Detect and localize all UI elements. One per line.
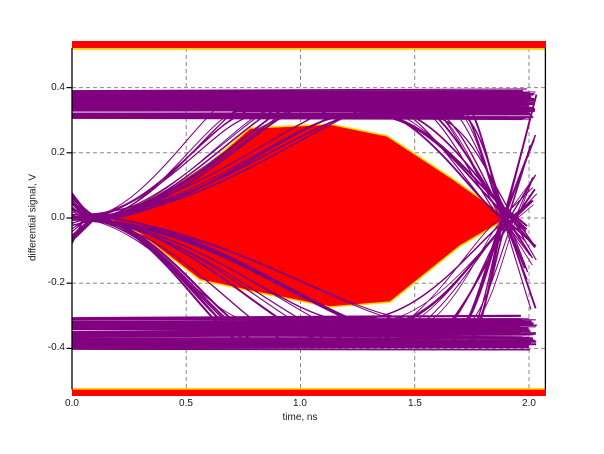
mask-limit-line-top bbox=[72, 48, 546, 50]
signal-trace bbox=[72, 215, 536, 321]
signal-trace bbox=[72, 318, 526, 323]
signal-trace bbox=[72, 348, 530, 351]
y-tick-label-3: -0.2 bbox=[47, 277, 65, 288]
x-axis-title: time, ns bbox=[282, 412, 318, 423]
signal-trace bbox=[72, 88, 527, 92]
y-axis-title: differential signal, V bbox=[27, 173, 39, 262]
signal-trace bbox=[72, 201, 522, 331]
signal-trace bbox=[72, 217, 523, 332]
signal-trace bbox=[72, 107, 534, 259]
y-tick-label-4: -0.4 bbox=[47, 342, 65, 353]
signal-trace bbox=[72, 177, 534, 327]
x-tick-label-2: 1.0 bbox=[293, 398, 307, 409]
signal-trace bbox=[72, 100, 530, 243]
signal-trace bbox=[72, 104, 537, 248]
y-tick-label-0: 0.4 bbox=[51, 82, 65, 93]
signal-trace bbox=[72, 91, 526, 269]
mask-limit-line-bottom bbox=[72, 387, 546, 390]
signal-trace bbox=[72, 97, 535, 218]
signal-trace bbox=[72, 199, 530, 346]
x-tick-label-4: 2.0 bbox=[522, 398, 536, 409]
x-tick-label-0: 0.0 bbox=[65, 398, 79, 409]
x-tick-label-3: 1.5 bbox=[408, 398, 422, 409]
signal-trace bbox=[72, 134, 537, 324]
signal-trace bbox=[72, 115, 532, 225]
signal-trace bbox=[72, 105, 527, 231]
mask-limit-bar-bottom bbox=[72, 389, 546, 396]
y-tick-label-1: 0.2 bbox=[51, 147, 65, 158]
signal-trace bbox=[72, 92, 527, 243]
signal-trace bbox=[72, 182, 532, 325]
y-tick-label-2: 0.0 bbox=[51, 212, 65, 223]
x-tick-label-1: 0.5 bbox=[179, 398, 193, 409]
signal-trace bbox=[72, 334, 528, 338]
mask-limit-bar-top bbox=[72, 41, 546, 49]
signal-trace bbox=[72, 102, 523, 106]
